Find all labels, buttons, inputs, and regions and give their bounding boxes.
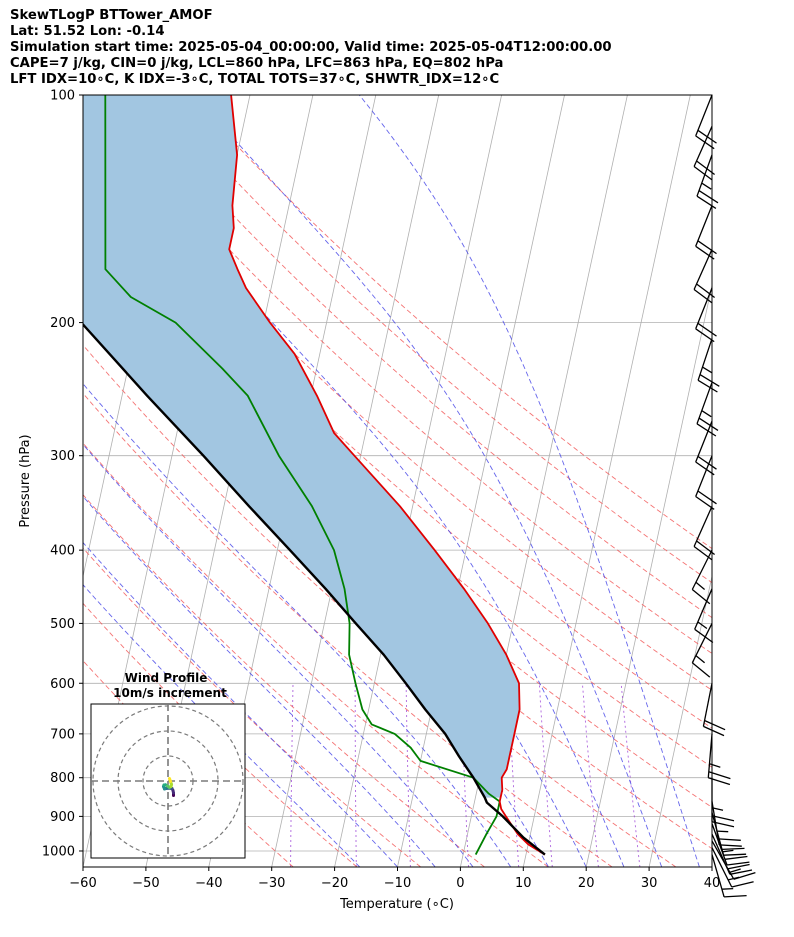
stability-indices-line: LFT IDX=10∘C, K IDX=-3∘C, TOTAL TOTS=37∘… — [10, 72, 500, 87]
moist-adiabat — [358, 95, 700, 867]
wind-barb — [695, 205, 717, 260]
wind-barb — [711, 833, 753, 875]
x-tick-label: −40 — [195, 876, 222, 891]
dry-adiabat — [83, 297, 712, 850]
wind-barb — [694, 588, 714, 644]
moist-adiabat — [83, 495, 436, 867]
dry-adiabat — [83, 494, 485, 867]
mixing-ratio-line — [405, 683, 411, 867]
parcel-profile — [83, 322, 546, 856]
wind-barb — [702, 683, 726, 737]
x-tick-label: 40 — [704, 876, 721, 891]
isotherm-line — [711, 865, 712, 867]
mixing-ratio-line — [581, 683, 599, 867]
wind-barb — [695, 455, 717, 510]
moist-adiabat — [83, 383, 512, 867]
isotherm-line — [522, 95, 691, 867]
x-tick-label: −50 — [132, 876, 159, 891]
wind-barb — [696, 382, 719, 437]
y-axis-label: Pressure (hPa) — [18, 434, 33, 527]
moist-adiabat — [83, 105, 625, 867]
x-tick-label: 10 — [515, 876, 532, 891]
wind-barb — [695, 287, 717, 343]
wind-barb — [711, 854, 747, 898]
moist-adiabat — [83, 443, 474, 867]
moist-adiabat — [194, 95, 663, 867]
isotherm-line — [585, 283, 712, 867]
mixing-ratio-line — [507, 683, 520, 867]
y-tick-label: 1000 — [42, 844, 75, 859]
chart-header: SkewTLogP BTTower_AMOF Lat: 51.52 Lon: -… — [10, 8, 612, 88]
y-tick-label: 800 — [50, 771, 75, 786]
y-tick-label: 200 — [50, 316, 75, 331]
mixing-ratio-line — [290, 683, 294, 867]
x-tick-label: −10 — [384, 876, 411, 891]
wind-barb — [697, 338, 720, 393]
hodograph-subtitle: 10m/s increment — [113, 686, 227, 700]
dry-adiabat — [83, 165, 712, 729]
isotherm-line — [334, 95, 502, 867]
y-tick-label: 900 — [50, 810, 75, 825]
dry-adiabat — [83, 442, 549, 867]
wind-barb — [691, 623, 713, 678]
hodograph-title: Wind Profile — [125, 671, 208, 685]
wind-barb — [695, 420, 717, 476]
y-tick-label: 600 — [50, 677, 75, 692]
cape-shading — [83, 95, 520, 798]
dry-adiabat — [83, 392, 613, 867]
location-line: Lat: 51.52 Lon: -0.14 — [10, 24, 165, 39]
x-tick-label: −20 — [321, 876, 348, 891]
x-tick-label: 20 — [578, 876, 595, 891]
time-line: Simulation start time: 2025-05-04_00:00:… — [10, 40, 612, 55]
dry-adiabat — [189, 95, 712, 550]
x-tick-label: 0 — [456, 876, 464, 891]
hodograph-inset: Wind Profile 10m/s increment — [90, 671, 246, 859]
y-tick-label: 300 — [50, 449, 75, 464]
y-tick-label: 400 — [50, 544, 75, 559]
wind-barb — [695, 94, 717, 150]
mixing-ratio-line — [354, 683, 357, 867]
hodograph-segment — [168, 777, 172, 783]
isotherm-line — [648, 574, 712, 867]
y-tick-label: 100 — [50, 89, 75, 104]
moist-adiabat — [83, 541, 398, 867]
dewpoint-profile — [104, 95, 501, 856]
y-tick-label: 700 — [50, 727, 75, 742]
x-tick-label: −60 — [69, 876, 96, 891]
x-tick-label: −30 — [258, 876, 285, 891]
chart-title: SkewTLogP BTTower_AMOF — [10, 8, 213, 23]
temperature-profile — [228, 95, 546, 856]
x-tick-label: 30 — [641, 876, 658, 891]
isotherm-line — [397, 95, 565, 867]
y-tick-label: 500 — [50, 617, 75, 632]
mixing-ratio-line — [538, 683, 553, 867]
moist-adiabat — [83, 584, 361, 867]
wind-barb — [696, 154, 719, 209]
mixing-ratio-line — [620, 683, 641, 867]
cape-indices-line: CAPE=7 j/kg, CIN=0 j/kg, LCL=860 hPa, LF… — [10, 56, 504, 71]
x-axis-label: Temperature (∘C) — [339, 897, 454, 912]
